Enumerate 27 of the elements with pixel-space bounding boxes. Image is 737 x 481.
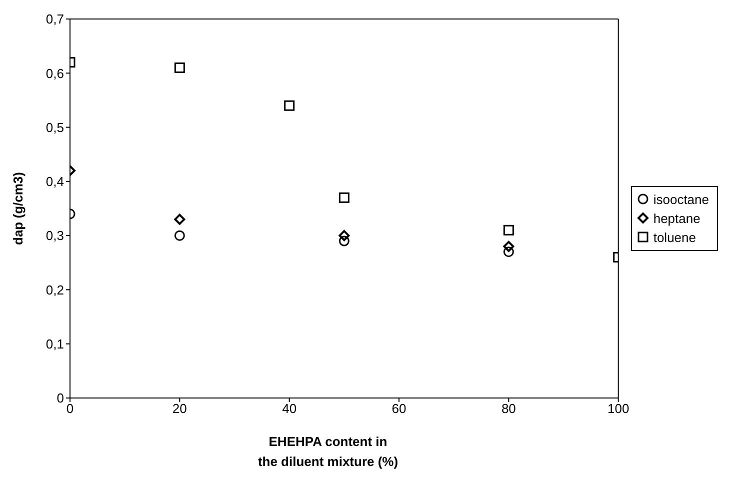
legend-label: isooctane xyxy=(653,190,709,208)
x-tick-label: 0 xyxy=(66,401,74,416)
y-tick-label: 0,5 xyxy=(46,120,64,135)
y-tick-label: 0,4 xyxy=(46,174,64,190)
y-tick-label: 0,7 xyxy=(46,12,64,27)
y-tick-label: 0,6 xyxy=(46,66,64,81)
y-tick-label: 0,2 xyxy=(46,282,64,298)
x-tick-label: 60 xyxy=(392,401,406,416)
point xyxy=(338,236,350,246)
legend-label: toluene xyxy=(653,228,696,246)
point xyxy=(503,246,514,258)
point xyxy=(284,100,295,111)
y-axis-title: dap (g/cm3) xyxy=(10,172,26,245)
y-tick-label: 0 xyxy=(56,390,64,406)
point xyxy=(503,240,514,252)
y-tick-label: 0,1 xyxy=(46,336,64,352)
x-tick-label: 40 xyxy=(282,401,297,416)
point xyxy=(338,230,350,242)
x-axis-title: EHEHPA content in the diluent mixture (%) xyxy=(256,433,400,471)
y-tick-label: 0,3 xyxy=(46,228,64,244)
x-tick-label: 100 xyxy=(607,401,630,416)
x-tick-label: 80 xyxy=(501,401,516,416)
point xyxy=(338,192,350,203)
point xyxy=(503,224,514,236)
x-tick-label: 20 xyxy=(172,401,187,416)
point xyxy=(174,214,186,225)
legend-label: heptane xyxy=(653,210,700,228)
